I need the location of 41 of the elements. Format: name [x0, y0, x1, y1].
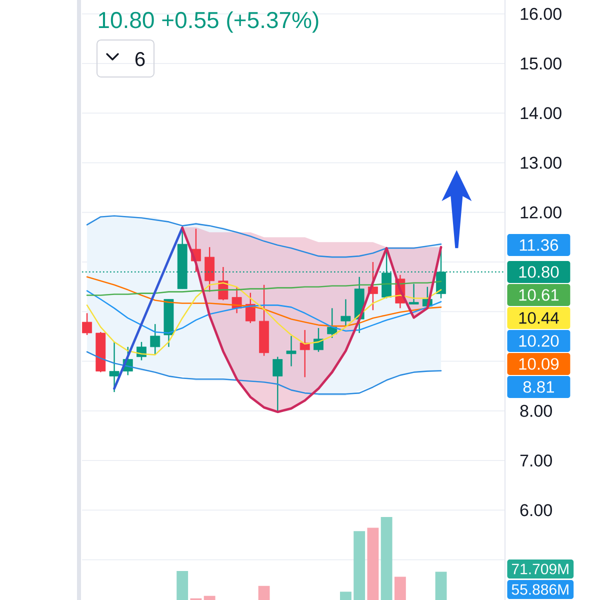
- text: 10.09: [519, 358, 559, 370]
- y-tick-label: 6.00: [520, 504, 552, 516]
- bar: [340, 592, 352, 600]
- y-tick-label: 12.00: [520, 206, 562, 218]
- candlestick: [82, 312, 92, 336]
- text: 71.709M: [512, 564, 568, 574]
- text: 8.81: [523, 381, 554, 393]
- bar: [367, 528, 379, 600]
- candlestick: [272, 356, 283, 413]
- y-tick-label: 15.00: [520, 57, 562, 70]
- y-tick-label: 8.00: [520, 404, 552, 417]
- text: 55.886M: [512, 584, 568, 595]
- text: 10.20: [519, 335, 559, 347]
- bar: [176, 570, 188, 600]
- candlestick: [109, 341, 120, 393]
- bar: [258, 586, 270, 600]
- text: 11.36: [520, 239, 558, 251]
- candlestick: [314, 327, 324, 352]
- y-tick-label: 13.00: [520, 156, 562, 169]
- candlestick: [245, 292, 256, 324]
- y-tick-label: 14.00: [520, 107, 562, 120]
- candlestick: [150, 323, 160, 356]
- bar: [394, 576, 406, 600]
- line-series: [113, 226, 184, 390]
- text: 10.61: [519, 289, 559, 301]
- candlestick: [340, 298, 351, 328]
- y-tick-label: 7.00: [520, 454, 552, 467]
- candlestick: [286, 335, 296, 367]
- y-tick-label: 16.00: [520, 8, 562, 20]
- line-series: [86, 290, 442, 334]
- text: 10.44: [519, 312, 559, 324]
- candlestick: [327, 308, 338, 339]
- ref-line-label: 10.80: [519, 266, 559, 278]
- bar: [204, 596, 216, 600]
- bar: [380, 516, 392, 600]
- candlestick: [408, 283, 419, 305]
- annotation: 6: [135, 52, 145, 66]
- bar: [354, 531, 366, 600]
- candlestick: [204, 246, 215, 292]
- bar: [435, 572, 447, 600]
- annotation: 10.80 +0.55 (+5.37%): [98, 11, 318, 33]
